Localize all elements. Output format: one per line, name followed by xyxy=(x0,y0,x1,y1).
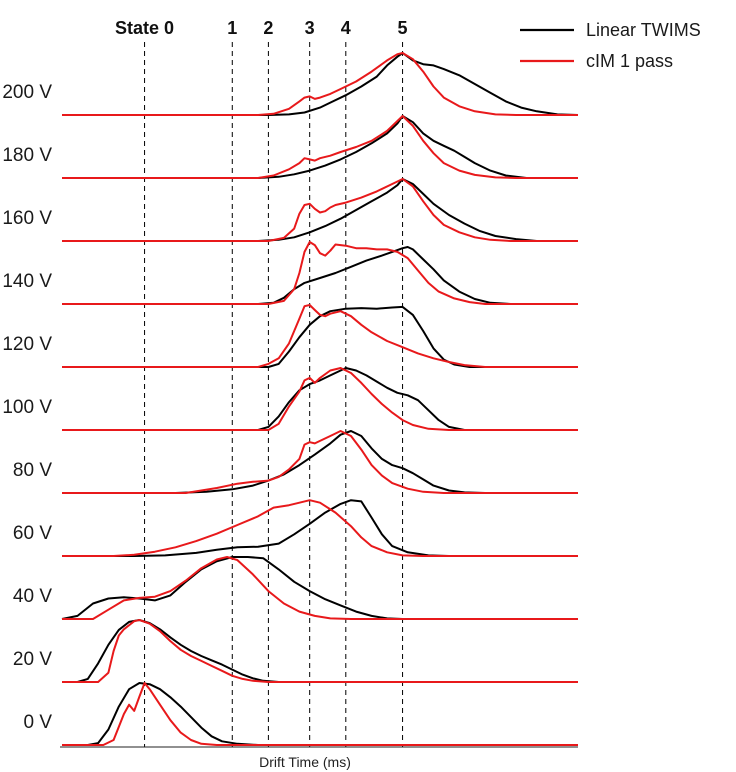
trace-linear-twims-160-v xyxy=(62,178,578,242)
trace-linear-twims-140-v xyxy=(62,246,578,305)
x-axis-title: Drift Time (ms) xyxy=(259,754,351,770)
trace-linear-twims-120-v xyxy=(62,305,578,368)
trace-linear-twims-0-v xyxy=(62,682,578,746)
voltage-label-160-v: 160 V xyxy=(2,208,52,229)
trace-cim-1-pass-100-v xyxy=(62,367,578,431)
trace-linear-twims-20-v xyxy=(62,619,578,683)
trace-cim-1-pass-20-v xyxy=(62,619,578,683)
state-label-3: 3 xyxy=(305,18,315,38)
state-label-state-0: State 0 xyxy=(115,18,174,38)
trace-linear-twims-80-v xyxy=(62,430,578,494)
trace-linear-twims-200-v xyxy=(62,52,579,116)
legend: Linear TWIMS cIM 1 pass xyxy=(520,20,701,71)
voltage-labels: 0 V 20 V 40 V 60 V 80 V 100 V 120 V 140 V 160 V 1… xyxy=(2,82,52,733)
voltage-label-120-v: 120 V xyxy=(2,334,52,355)
state-label-5: 5 xyxy=(398,18,408,38)
arrival-time-traces xyxy=(61,52,579,746)
voltage-label-20-v: 20 V xyxy=(13,649,52,670)
legend-label-linear-twims: Linear TWIMS xyxy=(586,20,701,40)
trace-linear-twims-40-v xyxy=(61,556,578,620)
trace-cim-1-pass-120-v xyxy=(62,304,578,368)
voltage-label-180-v: 180 V xyxy=(2,145,52,166)
state-labels: State 0 1 2 3 4 5 xyxy=(115,18,408,38)
trace-cim-1-pass-80-v xyxy=(62,430,578,494)
state-label-1: 1 xyxy=(227,18,237,38)
voltage-label-40-v: 40 V xyxy=(13,586,52,607)
trace-cim-1-pass-200-v xyxy=(62,52,578,116)
trace-cim-1-pass-180-v xyxy=(62,115,578,179)
trace-cim-1-pass-140-v xyxy=(62,241,578,305)
voltage-label-60-v: 60 V xyxy=(13,523,52,544)
state-label-2: 2 xyxy=(263,18,273,38)
trace-cim-1-pass-0-v xyxy=(62,682,578,746)
trace-linear-twims-100-v xyxy=(62,367,578,431)
voltage-label-100-v: 100 V xyxy=(2,397,52,418)
state-label-4: 4 xyxy=(341,18,351,38)
legend-label-cim-1-pass: cIM 1 pass xyxy=(586,51,673,71)
voltage-label-80-v: 80 V xyxy=(13,460,52,481)
voltage-label-140-v: 140 V xyxy=(2,271,52,292)
trace-cim-1-pass-40-v xyxy=(62,556,578,620)
trace-linear-twims-60-v xyxy=(62,499,578,557)
voltage-label-200-v: 200 V xyxy=(2,82,52,103)
voltage-label-0-v: 0 V xyxy=(23,712,52,733)
trace-cim-1-pass-160-v xyxy=(62,178,578,242)
trace-linear-twims-180-v xyxy=(62,115,578,179)
trace-cim-1-pass-60-v xyxy=(62,499,578,557)
